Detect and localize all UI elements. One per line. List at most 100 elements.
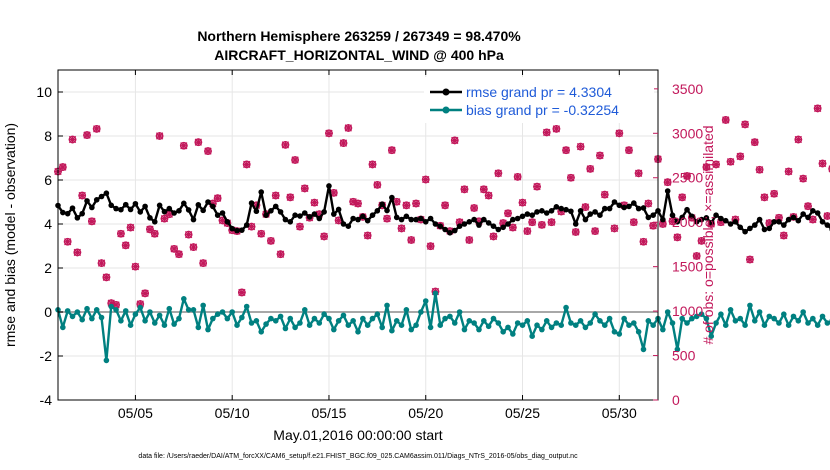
series-0-point-78 <box>432 221 439 227</box>
series-0-point-40 <box>248 200 255 206</box>
x-tick-label-3: 05/20 <box>408 405 443 421</box>
series-0-point-90 <box>490 223 497 229</box>
series-0-point-88 <box>481 216 487 223</box>
series-0-point-147 <box>766 225 773 232</box>
series-0-point-85 <box>466 219 473 225</box>
series-1-point-130 <box>684 320 690 326</box>
obs-assimilated-marker-20 <box>150 229 159 238</box>
obs-assimilated-marker-129 <box>678 193 686 202</box>
obs-assimilated-marker-80 <box>441 201 449 210</box>
obs-assimilated-marker-148 <box>770 189 778 198</box>
series-1-point-129 <box>679 315 685 322</box>
obs-assimilated-marker-49 <box>291 156 299 164</box>
obs-assimilated-marker-98 <box>528 218 536 226</box>
obs-assimilated-marker-51 <box>300 184 309 193</box>
obs-assimilated-marker-118 <box>625 146 633 154</box>
series-1-point-52 <box>306 322 313 329</box>
series-1-point-101 <box>543 318 550 324</box>
obs-assimilated-marker-111 <box>591 227 599 235</box>
series-0-point-16 <box>132 200 139 207</box>
obs-assimilated-marker-9 <box>97 259 106 267</box>
series-1-point-137 <box>718 311 724 318</box>
series-0-point-104 <box>558 205 565 212</box>
series-0-point-89 <box>485 220 492 226</box>
obs-assimilated-marker-73 <box>407 236 416 244</box>
series-0-point-106 <box>568 208 574 215</box>
series-0-point-70 <box>393 214 400 221</box>
series-0-point-86 <box>471 216 477 223</box>
obs-assimilated-marker-146 <box>760 193 769 202</box>
series-0-point-145 <box>756 216 763 223</box>
series-0-point-126 <box>664 188 671 194</box>
obs-assimilated-marker-119 <box>630 218 638 226</box>
series-1-point-38 <box>239 314 245 321</box>
series-0-point-75 <box>418 215 424 222</box>
series-0-point-105 <box>563 206 569 213</box>
obs-assimilated-marker-115 <box>610 224 619 233</box>
obs-assimilated-marker-120 <box>634 169 643 178</box>
obs-assimilated-marker-77 <box>426 242 435 251</box>
series-1-point-159 <box>824 320 830 326</box>
series-1-point-14 <box>122 308 129 314</box>
series-1-point-96 <box>519 322 526 329</box>
obs-assimilated-marker-116 <box>615 129 624 138</box>
series-0-point-14 <box>122 201 129 208</box>
series-1-point-10 <box>103 357 110 364</box>
obs-assimilated-marker-31 <box>204 147 212 155</box>
series-0-point-45 <box>272 203 279 210</box>
series-0-point-146 <box>761 226 768 233</box>
series-1-point-55 <box>321 311 327 318</box>
obs-assimilated-marker-132 <box>692 252 701 260</box>
series-0-point-130 <box>684 206 690 213</box>
series-1-point-91 <box>495 320 502 326</box>
series-0-point-107 <box>572 221 579 227</box>
series-0-point-5 <box>79 210 85 217</box>
series-1-point-15 <box>127 322 134 329</box>
series-0-point-91 <box>495 226 502 233</box>
series-1-point-128 <box>674 346 681 353</box>
obs-assimilated-marker-157 <box>813 104 822 113</box>
obs-assimilated-marker-150 <box>780 231 788 240</box>
chart-title-line1: Northern Hemisphere 263259 / 267349 = 98… <box>197 28 521 44</box>
obs-assimilated-marker-8 <box>92 125 101 133</box>
obs-assimilated-marker-30 <box>199 259 207 267</box>
series-0-point-139 <box>727 221 734 227</box>
series-1-point-126 <box>664 309 671 315</box>
x-tick-label-1: 05/10 <box>215 405 250 421</box>
obs-assimilated-marker-5 <box>78 191 86 200</box>
obs-assimilated-marker-59 <box>339 139 348 147</box>
series-1-point-94 <box>510 331 516 337</box>
obs-assimilated-marker-107 <box>571 228 580 236</box>
y-axis-left-label: rmse and bias (model - observation) <box>2 123 18 347</box>
obs-assimilated-marker-112 <box>596 151 604 160</box>
series-0-point-24 <box>171 210 177 216</box>
series-0-point-52 <box>306 214 313 220</box>
series-1-point-25 <box>176 315 182 322</box>
obs-assimilated-marker-69 <box>388 146 396 154</box>
obs-assimilated-marker-125 <box>659 220 667 228</box>
obs-assimilated-marker-25 <box>175 250 183 259</box>
series-1-point-34 <box>219 309 226 315</box>
series-1-point-32 <box>210 315 216 322</box>
series-1-point-36 <box>229 309 235 315</box>
obs-assimilated-marker-149 <box>775 213 783 222</box>
obs-assimilated-marker-133 <box>697 237 706 245</box>
series-0-point-41 <box>253 208 260 215</box>
series-0-point-66 <box>374 208 381 214</box>
y-right-tick-label-4: 2000 <box>672 214 703 230</box>
series-0-point-55 <box>321 209 327 215</box>
series-1-point-48 <box>287 315 294 322</box>
series-0-point-80 <box>442 226 448 233</box>
series-1-point-74 <box>413 322 419 329</box>
obs-assimilated-marker-113 <box>600 190 609 199</box>
series-0-point-10 <box>103 190 110 196</box>
obs-assimilated-marker-1 <box>59 163 67 171</box>
series-0-point-112 <box>597 212 603 218</box>
series-0-point-150 <box>781 222 787 228</box>
series-1-point-69 <box>389 327 395 334</box>
series-0-point-120 <box>635 205 642 212</box>
series-0-point-122 <box>645 214 652 221</box>
series-1-point-139 <box>727 307 734 313</box>
obs-assimilated-marker-134 <box>702 163 711 171</box>
